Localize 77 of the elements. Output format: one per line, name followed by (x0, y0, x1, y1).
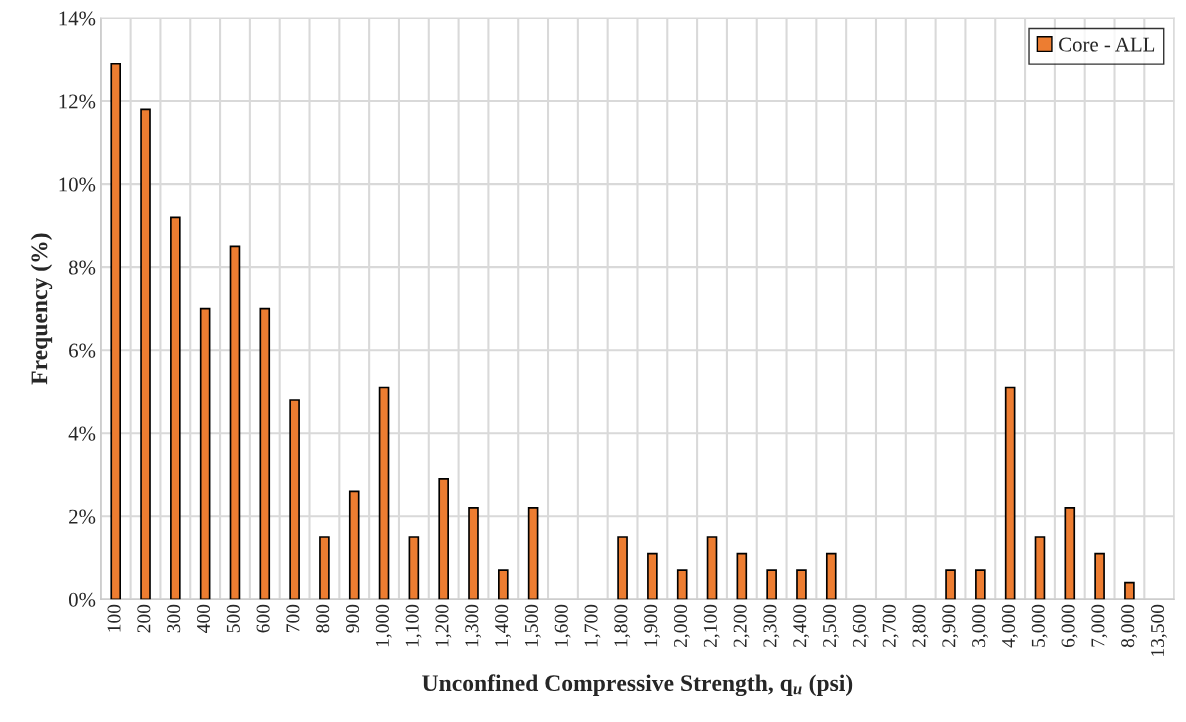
bar (319, 536, 330, 600)
bar (408, 536, 420, 600)
bar (617, 536, 628, 600)
bar (527, 507, 539, 600)
bar (736, 552, 748, 600)
bar (170, 216, 181, 600)
x-tick-label: 700 (286, 604, 300, 633)
bar (140, 108, 151, 600)
x-tick-label: 2,400 (793, 604, 810, 648)
x-tick-label: 1,900 (644, 604, 661, 647)
x-tick-label: 1,000 (375, 604, 392, 647)
x-tick-label: 100 (107, 604, 121, 632)
y-tick-label: 10% (59, 177, 96, 192)
bar (1034, 536, 1046, 600)
bar (706, 536, 718, 600)
x-tick-label: 2,600 (852, 604, 869, 648)
x-tick-label: 2,800 (912, 604, 929, 648)
bar (259, 307, 271, 600)
x-axis-title: Unconfined Compressive Strength, q$_{u}$ (psi) (422, 674, 853, 697)
bar (438, 478, 449, 600)
x-tick-label: 1,100 (405, 604, 422, 647)
bar (199, 307, 211, 600)
x-tick-label: 8,000 (1121, 604, 1138, 648)
bar (110, 62, 122, 600)
bar (348, 490, 360, 600)
x-tick-label: 200 (137, 604, 151, 633)
x-tick-label: 1,300 (465, 604, 482, 647)
bar (1004, 386, 1016, 600)
x-tick-label: 2,900 (942, 604, 959, 648)
x-tick-label: 2,200 (733, 604, 750, 648)
x-tick-label: 1,200 (435, 604, 452, 647)
y-tick-label: 2% (69, 509, 96, 524)
x-tick-label: 400 (196, 604, 211, 633)
y-axis-title: Frequency (%) (30, 233, 53, 385)
y-tick-label: 8% (68, 260, 96, 275)
x-tick-label: 7,000 (1091, 604, 1108, 647)
y-tick-label: 12% (59, 94, 96, 109)
x-tick-label: 6,000 (1061, 604, 1078, 648)
bar (229, 245, 241, 600)
x-tick-label: 3,000 (972, 604, 989, 647)
x-tick-label: 1,400 (495, 604, 511, 647)
y-tick-label: 0% (68, 592, 96, 607)
x-tick-label: 1,800 (614, 604, 631, 647)
bar (796, 569, 807, 600)
bar (378, 386, 390, 600)
bar (1124, 581, 1135, 600)
y-tick-label: 14% (59, 11, 96, 26)
bar (676, 569, 688, 600)
x-tick-label: 5,000 (1031, 604, 1048, 647)
x-tick-label: 1,500 (524, 604, 541, 647)
x-tick-label: 4,000 (1001, 604, 1018, 648)
bar (1064, 507, 1076, 600)
x-tick-label: 2,300 (763, 604, 780, 648)
x-tick-label: 500 (226, 604, 240, 633)
bar (1094, 552, 1105, 600)
bar (289, 399, 300, 600)
bar (975, 569, 986, 600)
x-tick-label: 2,700 (882, 604, 899, 648)
x-tick-label: 13,500 (1150, 604, 1167, 656)
bar (945, 569, 956, 600)
bar (766, 569, 777, 600)
x-tick-label: 900 (345, 604, 360, 633)
bar (825, 552, 837, 600)
bar (498, 569, 509, 600)
bar (647, 552, 658, 600)
x-tick-label: 2,500 (823, 604, 839, 648)
x-tick-label: 1,600 (554, 604, 571, 647)
x-tick-label: 800 (316, 604, 330, 633)
x-tick-label: 1,700 (584, 604, 601, 647)
x-tick-label: 2,000 (673, 604, 690, 648)
x-tick-label: 300 (167, 604, 181, 633)
legend-label: Core - ALL (1059, 37, 1155, 52)
bar (468, 507, 479, 600)
x-tick-label: 2,100 (703, 604, 720, 648)
y-tick-label: 4% (68, 426, 96, 441)
x-tick-label: 600 (256, 604, 270, 633)
y-tick-label: 6% (69, 343, 96, 358)
